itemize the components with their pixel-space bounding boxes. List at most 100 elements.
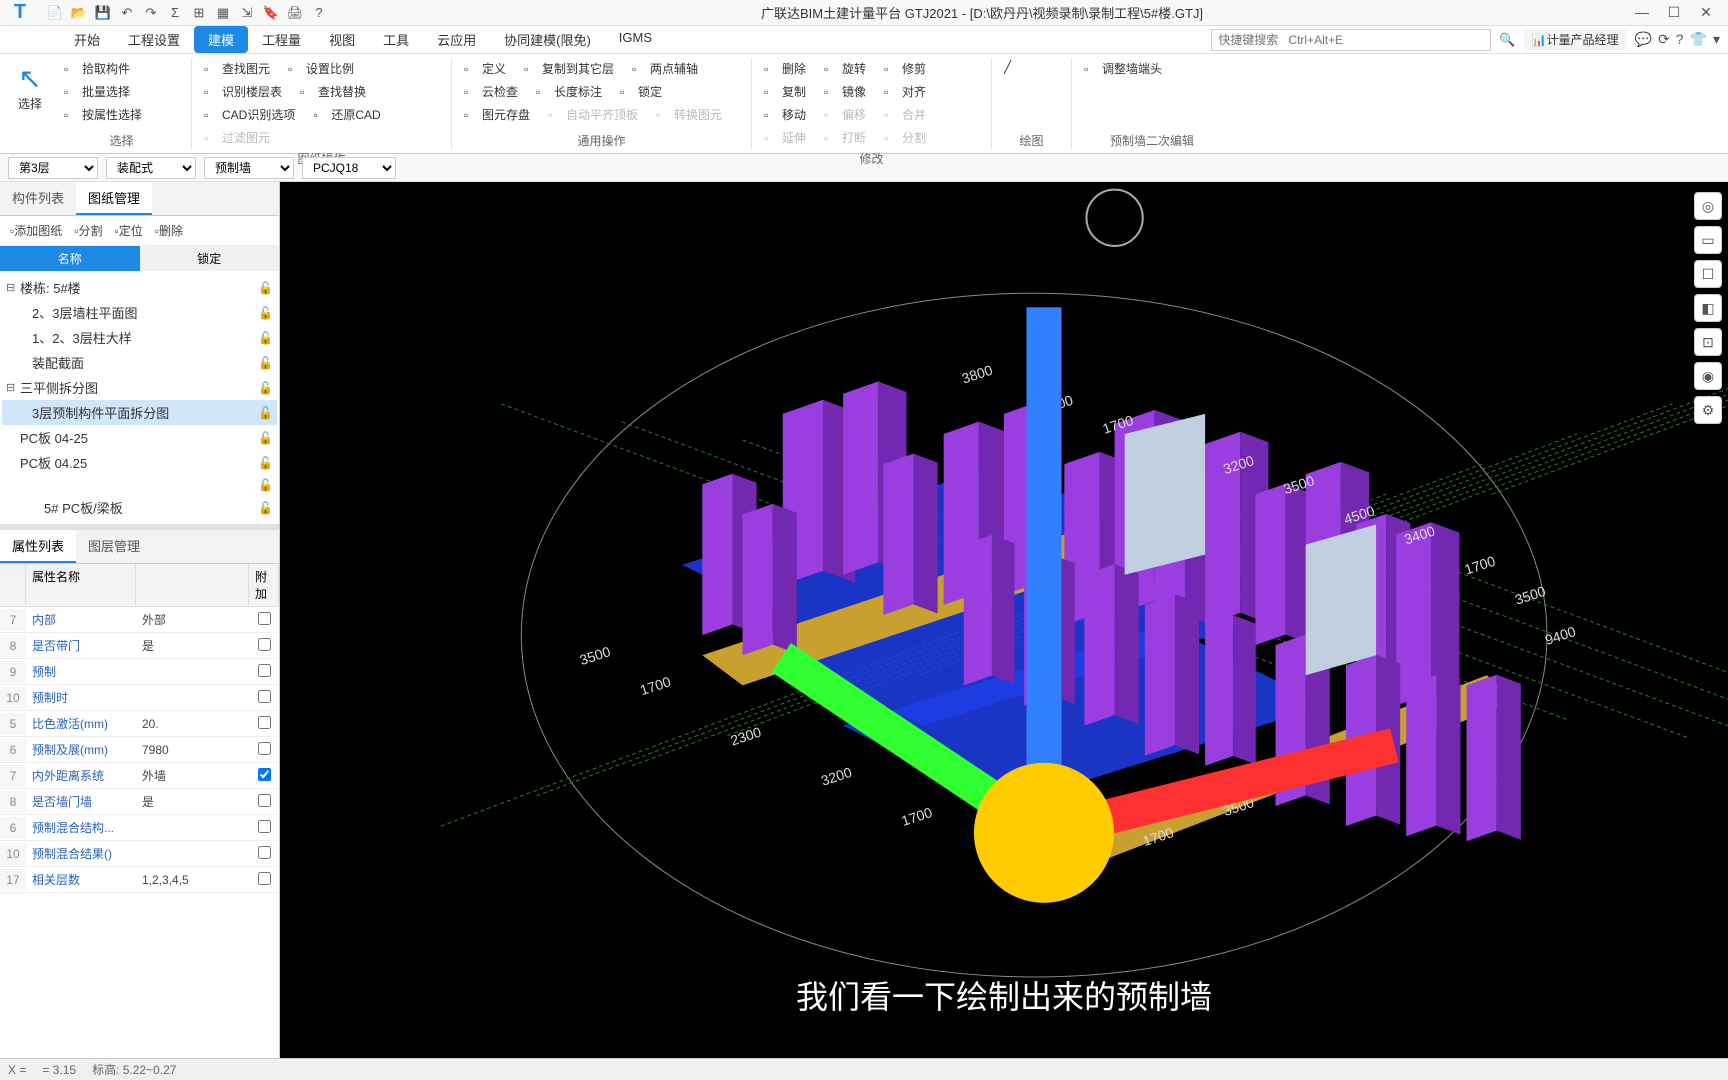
ribbon-tool[interactable]: ▫设置比例	[284, 58, 358, 79]
property-row[interactable]: 6预制及展(mm)7980	[0, 737, 279, 763]
menu-item-7[interactable]: 协同建模(限免)	[490, 26, 605, 53]
shortcut-search-input[interactable]	[1211, 29, 1491, 51]
tree-item[interactable]: ⊟楼栋: 5#楼🔓	[2, 275, 277, 300]
prop-checkbox[interactable]	[258, 846, 271, 859]
dropdown-icon[interactable]: ▾	[1713, 31, 1720, 48]
ribbon-tool[interactable]: ▫两点辅轴	[628, 58, 702, 79]
menu-item-1[interactable]: 工程设置	[114, 26, 194, 53]
menu-item-3[interactable]: 工程量	[248, 26, 315, 53]
property-row[interactable]: 7内外距离系统外墙	[0, 763, 279, 789]
prop-checkbox[interactable]	[258, 820, 271, 833]
ribbon-tool[interactable]: ▫云检查	[460, 81, 522, 102]
props-tab-list[interactable]: 属性列表	[0, 530, 76, 563]
menu-item-4[interactable]: 视图	[315, 26, 369, 53]
tree-item[interactable]: ⊟三平侧拆分图🔓	[2, 375, 277, 400]
menu-item-8[interactable]: IGMS	[605, 26, 666, 53]
style-select[interactable]: 装配式	[106, 157, 196, 179]
ribbon-tool[interactable]: ▫还原CAD	[309, 104, 384, 125]
help-icon[interactable]: ?	[308, 2, 330, 24]
search-icon[interactable]: 🔍	[1499, 32, 1515, 48]
tree-item[interactable]: PC板 04-25🔓	[2, 425, 277, 450]
ribbon-tool[interactable]: ▫复制到其它层	[520, 58, 618, 79]
property-row[interactable]: 5比色激活(mm)20.	[0, 711, 279, 737]
ribbon-tool[interactable]: ▫拾取构件	[60, 58, 134, 79]
ribbon-tool[interactable]: ▫查找图元	[200, 58, 274, 79]
prop-checkbox[interactable]	[258, 794, 271, 807]
shirt-icon[interactable]: 👕	[1690, 31, 1707, 48]
ribbon-tool[interactable]: ▫批量选择	[60, 81, 134, 102]
prop-checkbox[interactable]	[258, 768, 271, 781]
new-icon[interactable]: 📄	[44, 2, 66, 24]
prop-checkbox[interactable]	[258, 742, 271, 755]
axis-gizmo[interactable]	[320, 182, 1728, 1008]
ribbon-tool[interactable]: ▫修剪	[880, 58, 930, 79]
maximize-button[interactable]: ☐	[1662, 4, 1686, 21]
menu-item-0[interactable]: 开始	[60, 26, 114, 53]
user-role-badge[interactable]: 📊计量产品经理	[1524, 29, 1627, 50]
viewport-3d[interactable]: 3800250017003200350045003400170035009400…	[280, 182, 1728, 1058]
tree-item[interactable]: 3层预制构件平面拆分图🔓	[2, 400, 277, 425]
property-row[interactable]: 8是否墙门墙是	[0, 789, 279, 815]
property-row[interactable]: 10预制混合结果()	[0, 841, 279, 867]
component-select[interactable]: PCJQ18	[302, 157, 396, 179]
grid-icon[interactable]: ▦	[212, 2, 234, 24]
ribbon-tool[interactable]: ▫图元存盘	[460, 104, 534, 125]
ribbon-tool[interactable]: ▫识别楼层表	[200, 81, 286, 102]
ribbon-tool[interactable]: ▫移动	[760, 104, 810, 125]
subtab-lock[interactable]: 锁定	[140, 246, 280, 271]
toolbar-small-btn[interactable]: ▫删除	[151, 220, 187, 241]
save-icon[interactable]: 💾	[92, 2, 114, 24]
ribbon-tool[interactable]: ▫CAD识别选项	[200, 104, 299, 125]
undo-icon[interactable]: ↶	[116, 2, 138, 24]
prop-checkbox[interactable]	[258, 690, 271, 703]
help-icon[interactable]: ?	[1676, 31, 1684, 48]
print-icon[interactable]: 🖨	[284, 2, 306, 24]
prop-checkbox[interactable]	[258, 872, 271, 885]
ribbon-tool[interactable]: ▫按属性选择	[60, 104, 146, 125]
property-row[interactable]: 17相关层数1,2,3,4,5	[0, 867, 279, 893]
props-tab-layers[interactable]: 图层管理	[76, 530, 152, 563]
property-row[interactable]: 7内部外部	[0, 607, 279, 633]
tree-item[interactable]: 装配截面🔓	[2, 350, 277, 375]
ribbon-tool[interactable]: ▫查找替换	[296, 81, 370, 102]
property-row[interactable]: 6预制混合结构...	[0, 815, 279, 841]
chat-icon[interactable]: 💬	[1635, 31, 1652, 48]
ribbon-tool[interactable]: ▫旋转	[820, 58, 870, 79]
menu-item-6[interactable]: 云应用	[423, 26, 490, 53]
tree-item[interactable]: 1、2、3层柱大样🔓	[2, 325, 277, 350]
ribbon-tool[interactable]: ▫对齐	[880, 81, 930, 102]
ribbon-tool[interactable]: ▫复制	[760, 81, 810, 102]
ribbon-tool[interactable]: ▫长度标注	[532, 81, 606, 102]
ribbon-tool[interactable]: ▫锁定	[616, 81, 666, 102]
sum-icon[interactable]: Σ	[164, 2, 186, 24]
ribbon-tool[interactable]: ▫定义	[460, 58, 510, 79]
ribbon-tool[interactable]: ▫删除	[760, 58, 810, 79]
select-tool[interactable]: ↖ 选择	[8, 58, 52, 149]
property-row[interactable]: 8是否带门是	[0, 633, 279, 659]
toolbar-small-btn[interactable]: ▫定位	[111, 220, 147, 241]
refresh-icon[interactable]: ⟳	[1658, 31, 1670, 48]
prop-checkbox[interactable]	[258, 664, 271, 677]
tree-item[interactable]: 5# PC板/梁板🔓	[2, 495, 277, 520]
ribbon-tool[interactable]: ▫镜像	[820, 81, 870, 102]
tree-item[interactable]: 🔓	[2, 475, 277, 495]
table-icon[interactable]: ⊞	[188, 2, 210, 24]
tree-item[interactable]: PC板 04.25🔓	[2, 450, 277, 475]
ribbon-tool[interactable]: ▫调整墙端头	[1080, 58, 1166, 79]
tree-item[interactable]: 2、3层墙柱平面图🔓	[2, 300, 277, 325]
property-row[interactable]: 9预制	[0, 659, 279, 685]
panel-tab-1[interactable]: 图纸管理	[76, 182, 152, 215]
floor-select[interactable]: 第3层	[8, 157, 98, 179]
toolbar-small-btn[interactable]: ▫分割	[70, 220, 106, 241]
open-icon[interactable]: 📂	[68, 2, 90, 24]
property-row[interactable]: 10预制时	[0, 685, 279, 711]
close-button[interactable]: ✕	[1694, 4, 1718, 21]
minimize-button[interactable]: —	[1630, 4, 1654, 21]
prop-checkbox[interactable]	[258, 612, 271, 625]
redo-icon[interactable]: ↷	[140, 2, 162, 24]
menu-item-2[interactable]: 建模	[194, 26, 248, 53]
bookmark-icon[interactable]: 🔖	[260, 2, 282, 24]
panel-tab-0[interactable]: 构件列表	[0, 182, 76, 215]
menu-item-5[interactable]: 工具	[369, 26, 423, 53]
draw-tool[interactable]: ╱	[1000, 58, 1015, 76]
